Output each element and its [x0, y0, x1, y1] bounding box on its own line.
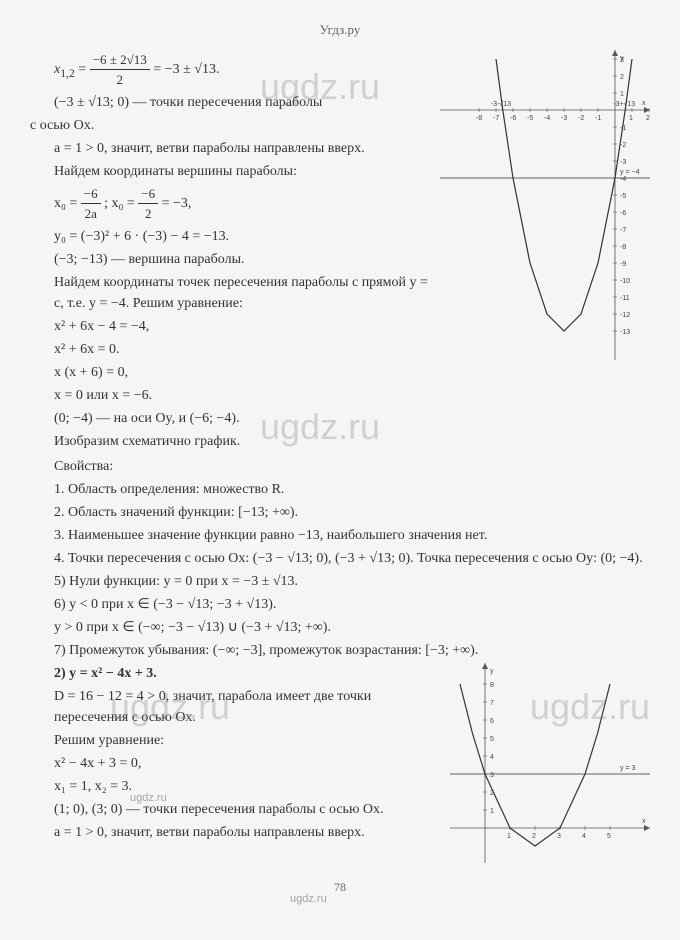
svg-text:x: x: [642, 818, 646, 825]
svg-text:-7: -7: [493, 115, 499, 122]
text-line: x (x + 6) = 0,: [30, 362, 650, 383]
text-line: x = 0 или x = −6.: [30, 385, 650, 406]
text-line: 4. Точки пересечения с осью Ox: (−3 − √1…: [30, 548, 650, 569]
text-line: 3. Наименьшее значение функции равно −13…: [30, 525, 650, 546]
svg-text:-3: -3: [620, 159, 626, 166]
chart-parabola-2: yx1234512345678y = 3: [450, 663, 650, 863]
eq: =: [75, 62, 90, 77]
svg-text:x: x: [642, 100, 646, 107]
svg-text:-6: -6: [510, 115, 516, 122]
text-line: 6) y < 0 при x ∈ (−3 − √13; −3 + √13).: [30, 594, 650, 615]
numerator: −6 ± 2√13: [90, 50, 150, 71]
text-line: 2. Область значений функции: [−13; +∞).: [30, 502, 650, 523]
svg-text:1: 1: [507, 833, 511, 840]
svg-text:y = −4: y = −4: [620, 169, 640, 176]
svg-text:-8: -8: [476, 115, 482, 122]
svg-text:-7: -7: [620, 227, 626, 234]
svg-text:3: 3: [620, 57, 624, 64]
mid: ; x₀ =: [104, 196, 138, 211]
svg-text:2: 2: [646, 115, 650, 122]
svg-text:-3-√13: -3-√13: [491, 100, 511, 108]
svg-text:y: y: [490, 668, 494, 675]
text-line: Изобразим схематично график.: [30, 431, 650, 452]
svg-text:3: 3: [490, 772, 494, 779]
denominator: 2: [90, 70, 150, 90]
text-line: Свойства:: [30, 456, 650, 477]
svg-text:7: 7: [490, 700, 494, 707]
svg-text:3: 3: [557, 833, 561, 840]
chart-parabola-1: yx-8-7-6-5-4-3-2-112321-1-2-3-4-5-6-7-8-…: [440, 50, 650, 360]
svg-text:1: 1: [490, 808, 494, 815]
svg-text:-4: -4: [544, 115, 550, 122]
svg-text:-12: -12: [620, 312, 630, 319]
lhs: x₀ =: [54, 196, 81, 211]
text-line: 7) Промежуток убывания: (−∞; −3], промеж…: [30, 640, 650, 661]
svg-text:-3: -3: [561, 115, 567, 122]
svg-text:-5: -5: [527, 115, 533, 122]
svg-text:4: 4: [490, 754, 494, 761]
result: = −3 ± √13.: [153, 62, 219, 77]
svg-text:-5: -5: [620, 193, 626, 200]
page-number: 78: [30, 878, 650, 896]
svg-text:2: 2: [532, 833, 536, 840]
denominator: 2a: [81, 204, 101, 224]
numerator: −6: [138, 184, 158, 205]
svg-text:-4: -4: [620, 176, 626, 183]
svg-text:-9: -9: [620, 261, 626, 268]
svg-text:-10: -10: [620, 278, 630, 285]
site-header: Угдз.ру: [30, 20, 650, 40]
text-line: 5) Нули функции: y = 0 при x = −3 ± √13.: [30, 571, 650, 592]
svg-text:1: 1: [629, 115, 633, 122]
result: = −3,: [162, 196, 192, 211]
svg-text:-13: -13: [620, 329, 630, 336]
svg-text:6: 6: [490, 718, 494, 725]
svg-text:5: 5: [607, 833, 611, 840]
svg-text:2: 2: [620, 74, 624, 81]
svg-text:-6: -6: [620, 210, 626, 217]
svg-text:y = 3: y = 3: [620, 765, 635, 772]
text-line: (0; −4) — на оси Oy, и (−6; −4).: [30, 408, 650, 429]
denominator: 2: [138, 204, 158, 224]
svg-text:5: 5: [490, 736, 494, 743]
svg-text:-1: -1: [595, 115, 601, 122]
svg-text:1: 1: [620, 91, 624, 98]
text-line: y > 0 при x ∈ (−∞; −3 − √13) ∪ (−3 + √13…: [30, 617, 650, 638]
svg-text:-2: -2: [620, 142, 626, 149]
svg-text:4: 4: [582, 833, 586, 840]
svg-text:8: 8: [490, 682, 494, 689]
svg-text:-2: -2: [578, 115, 584, 122]
problem-2-header: 2) y = x² − 4x + 3.: [54, 666, 157, 681]
page-content: y x -8 -7 -6 -5 -4 -3 -2 -11 2 3 2 1 -1 -2 -3 -4 -5 -6 -7 -8 -…: [30, 50, 650, 868]
svg-text:-3+√13: -3+√13: [613, 100, 635, 108]
numerator: −6: [81, 184, 101, 205]
svg-text:-11: -11: [620, 295, 630, 302]
text-line: 1. Область определения: множество R.: [30, 479, 650, 500]
svg-text:-8: -8: [620, 244, 626, 251]
